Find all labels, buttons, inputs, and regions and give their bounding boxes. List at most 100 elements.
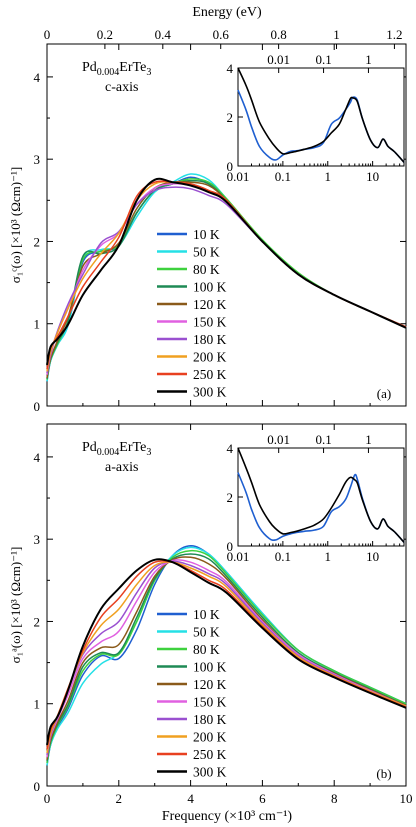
panel-a-c-axis: 0 1 2 3 4 0 0.2 0.4 0.6 0.8 1 1.2 σ₁ᶜ(ω) [×10³ (Ωcm)…: [8, 27, 407, 414]
inset-top-tick-label: 1: [365, 432, 372, 447]
inset-x-tick-label: 0.01: [227, 169, 250, 184]
y-axis-label: σ₁ᶜ(ω) [×10³ (Ωcm)⁻¹]: [8, 167, 23, 283]
legend-entry: 50 K: [193, 625, 220, 640]
inset-top-tick-label: 0.1: [315, 432, 331, 447]
inset-y-tick-label: 2: [227, 110, 234, 125]
x-tick-label: 6: [259, 791, 266, 806]
inset-x-tick-label: 1: [325, 169, 332, 184]
legend-entry: 100 K: [193, 660, 227, 675]
legend: 10 K 50 K 80 K 100 K 120 K 150 K 180 K 200 K 250…: [157, 227, 227, 400]
panel-title: Pd0.004ErTe3: [82, 440, 151, 458]
top-x-tick-label: 0.2: [97, 27, 113, 42]
legend-entry: 180 K: [193, 332, 227, 347]
inset-x-tick-label: 0.1: [275, 549, 291, 564]
legend-entry: 150 K: [193, 315, 227, 330]
series-line-300k: [46, 177, 407, 366]
legend-entry: 300 K: [193, 765, 227, 780]
title-subscript: 3: [146, 447, 151, 458]
legend: 10 K 50 K 80 K 100 K 120 K 150 K 180 K 200 K 250…: [157, 607, 227, 780]
inset-series-line-300k: [237, 447, 405, 543]
inset-y-tick-label: 4: [227, 61, 234, 76]
top-x-tick-label: 0.8: [270, 27, 286, 42]
top-x-tick-label: 0.4: [155, 27, 172, 42]
inset-top-tick-label: 1: [365, 52, 372, 67]
y-tick-label: 4: [34, 450, 41, 465]
y-tick-label: 0: [34, 779, 41, 794]
series-line-100k: [46, 179, 407, 380]
legend-entry: 200 K: [193, 350, 227, 365]
x-tick-label: 2: [116, 791, 123, 806]
legend-entry: 120 K: [193, 677, 227, 692]
title-subscript: 0.004: [97, 447, 120, 458]
x-tick-label: 0: [44, 791, 51, 806]
inset-x-tick-label: 10: [366, 169, 379, 184]
title-part: ErTe: [119, 440, 146, 455]
series-line-80k: [46, 178, 407, 380]
inset-x-tick-label: 10: [366, 549, 379, 564]
y-tick-label: 0: [34, 399, 41, 414]
series-line-150k: [46, 559, 407, 758]
title-part: Pd: [82, 60, 97, 75]
y-tick-label: 2: [34, 234, 41, 249]
y-tick-label: 1: [34, 317, 41, 332]
inset-y-tick-label: 0: [227, 159, 234, 174]
legend-entry: 180 K: [193, 712, 227, 727]
series-line-120k: [46, 180, 407, 379]
inset-y-tick-label: 4: [227, 441, 234, 456]
legend-entry: 150 K: [193, 695, 227, 710]
inset-x-tick-label: 0.01: [227, 549, 250, 564]
inset-top-tick-label: 0.01: [267, 52, 290, 67]
inset-top-tick-label: 0.01: [267, 432, 290, 447]
series-line-150k: [46, 183, 407, 375]
title-part: ErTe: [119, 60, 146, 75]
y-tick-label: 4: [34, 70, 41, 85]
top-x-tick-label: 1: [333, 27, 340, 42]
inset-y-tick-label: 2: [227, 490, 234, 505]
title-part: Pd: [82, 440, 97, 455]
y-tick-label: 3: [34, 532, 41, 547]
x-tick-label: 4: [187, 791, 194, 806]
inset-x-tick-label: 1: [325, 549, 332, 564]
y-tick-label: 1: [34, 697, 41, 712]
legend-entry: 80 K: [193, 642, 220, 657]
legend-entry: 10 K: [193, 607, 220, 622]
panel-subtitle: a-axis: [105, 460, 138, 475]
legend-entry: 250 K: [193, 367, 227, 382]
legend-entry: 120 K: [193, 297, 227, 312]
top-x-tick-label: 0: [44, 27, 51, 42]
legend-entry: 10 K: [193, 227, 220, 242]
panel-label: (a): [377, 386, 391, 401]
top-x-tick-label: 1.2: [386, 27, 402, 42]
inset-top-tick-label: 0.1: [315, 52, 331, 67]
legend-entry: 300 K: [193, 385, 227, 400]
series-line-300k: [46, 558, 407, 746]
inset-frame: [237, 67, 405, 167]
inset-x-tick-label: 0.1: [275, 169, 291, 184]
panel-label: (b): [376, 766, 391, 781]
title-subscript: 0.004: [97, 67, 120, 78]
series-group: [46, 173, 407, 382]
x-tick-label: 10: [400, 791, 413, 806]
series-line-10k: [46, 176, 407, 382]
y-tick-label: 3: [34, 152, 41, 167]
series-line-250k: [46, 180, 407, 370]
top-axis-label: Energy (eV): [192, 5, 262, 20]
x-tick-label: 8: [331, 791, 338, 806]
inset-y-tick-label: 0: [227, 539, 234, 554]
series-group: [46, 545, 407, 766]
bottom-axis-label: Frequency (×10³ cm⁻¹): [162, 809, 293, 824]
legend-entry: 80 K: [193, 262, 220, 277]
top-x-tick-label: 0.6: [213, 27, 230, 42]
panel-title: Pd0.004ErTe3: [82, 60, 151, 78]
legend-entry: 250 K: [193, 747, 227, 762]
y-tick-label: 2: [34, 614, 41, 629]
series-line-180k: [46, 186, 407, 374]
legend-entry: 50 K: [193, 245, 220, 260]
panel-subtitle: c-axis: [105, 80, 138, 95]
y-axis-label: σ₁ᵃ(ω) [×10³ (Ωcm)⁻¹]: [8, 547, 23, 664]
series-line-200k: [46, 181, 407, 372]
